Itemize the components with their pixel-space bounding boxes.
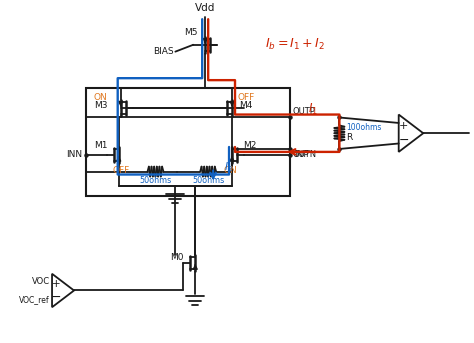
Text: +: + bbox=[52, 279, 60, 289]
Text: $I_1$: $I_1$ bbox=[308, 102, 318, 117]
Text: INN: INN bbox=[66, 150, 82, 159]
Text: R: R bbox=[346, 133, 353, 142]
Text: VOC_ref: VOC_ref bbox=[19, 295, 50, 304]
Text: OUTN: OUTN bbox=[292, 150, 317, 159]
Text: VOC: VOC bbox=[32, 277, 50, 286]
Text: OFF: OFF bbox=[112, 166, 129, 175]
Text: Vdd: Vdd bbox=[195, 3, 215, 13]
Text: 50ohms: 50ohms bbox=[139, 176, 172, 185]
Text: M3: M3 bbox=[94, 101, 108, 110]
Text: M0: M0 bbox=[171, 252, 184, 262]
Text: −: − bbox=[51, 291, 61, 304]
Text: 100ohms: 100ohms bbox=[346, 123, 382, 132]
Text: ON: ON bbox=[94, 93, 108, 102]
Text: M4: M4 bbox=[239, 101, 253, 110]
Text: M5: M5 bbox=[184, 28, 198, 37]
Text: $I_2$: $I_2$ bbox=[224, 160, 233, 174]
Text: OUTP: OUTP bbox=[292, 107, 316, 116]
Text: ON: ON bbox=[223, 166, 237, 175]
Text: M1: M1 bbox=[94, 141, 108, 150]
Text: +: + bbox=[399, 121, 409, 131]
Text: OFF: OFF bbox=[237, 93, 255, 102]
Text: 50ohms: 50ohms bbox=[192, 176, 224, 185]
Text: M2: M2 bbox=[243, 141, 256, 150]
Bar bbox=[86, 88, 290, 196]
Text: BIAS: BIAS bbox=[153, 47, 173, 56]
Text: INP: INP bbox=[294, 150, 309, 159]
Text: −: − bbox=[399, 134, 409, 147]
Text: $I_b = I_1 + I_2$: $I_b = I_1 + I_2$ bbox=[265, 37, 325, 52]
